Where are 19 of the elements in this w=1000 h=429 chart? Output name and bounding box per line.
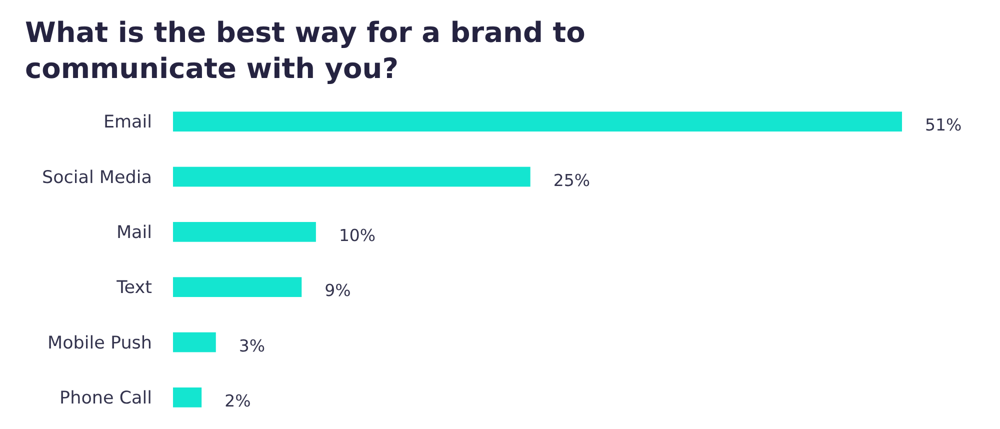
y-tick-label: Phone Call (60, 388, 152, 408)
data-label: 51% (925, 116, 962, 135)
y-tick-label: Mobile Push (47, 333, 152, 354)
y-tick-label: Social Media (42, 168, 152, 188)
data-label: 3% (238, 336, 266, 356)
bar (173, 387, 202, 408)
bar (173, 112, 902, 132)
y-tick-label: Email (103, 112, 152, 133)
bar (173, 332, 216, 352)
data-label: 25% (553, 170, 590, 190)
data-label: 2% (224, 391, 251, 410)
data-label: 9% (324, 281, 351, 300)
bar (173, 222, 316, 242)
data-label: 10% (338, 226, 376, 245)
chart-title: What is the best way for a brand to communicate with you? (25, 16, 586, 85)
bar (173, 166, 530, 187)
bar (173, 277, 302, 298)
y-tick-label: Text (116, 278, 152, 298)
y-tick-label: Mail (116, 222, 152, 243)
